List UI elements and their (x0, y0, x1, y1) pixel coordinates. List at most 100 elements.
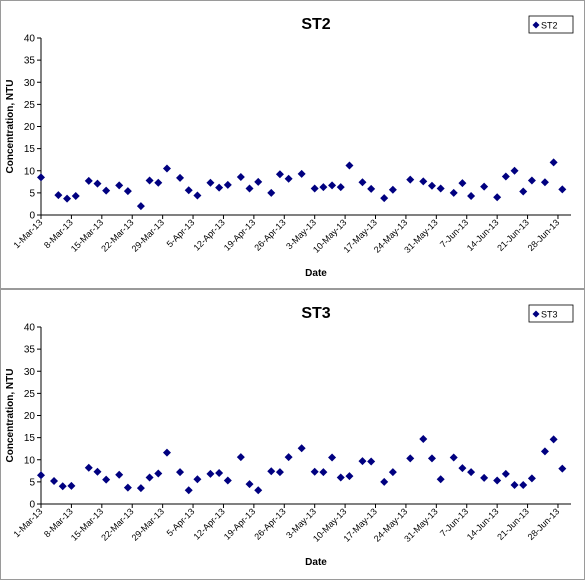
data-point (345, 161, 354, 170)
data-point (193, 475, 202, 484)
data-point (215, 183, 224, 192)
data-point (275, 170, 284, 179)
data-point (162, 448, 171, 457)
data-point (63, 194, 72, 203)
data-point (527, 176, 536, 185)
data-point (176, 468, 185, 477)
data-point (154, 178, 163, 187)
data-point (436, 475, 445, 484)
x-tick-label: 1-Mar-13 (12, 217, 45, 250)
data-point (310, 467, 319, 476)
data-point (540, 178, 549, 187)
data-point (427, 181, 436, 190)
data-point (436, 184, 445, 193)
data-point (184, 186, 193, 195)
legend: ST2 (528, 15, 574, 34)
legend-label: ST2 (541, 21, 558, 31)
data-point (115, 181, 124, 190)
x-tick-label: 14-Jun-13 (465, 506, 501, 542)
data-point (549, 435, 558, 444)
x-tick-label: 21-Jun-13 (495, 506, 531, 542)
data-point (245, 184, 254, 193)
data-point (193, 191, 202, 200)
data-point (267, 188, 276, 197)
x-tick-label: 29-Mar-13 (130, 506, 166, 542)
data-point (427, 454, 436, 463)
data-point (223, 180, 232, 189)
data-point (540, 447, 549, 456)
legend-box (528, 304, 574, 323)
legend-box (528, 15, 574, 34)
data-point (310, 184, 319, 193)
data-point (527, 474, 536, 483)
x-tick-label: 1-Mar-13 (12, 506, 45, 539)
x-tick-label: 12-Apr-13 (191, 217, 226, 252)
data-point (215, 469, 224, 478)
data-point (267, 467, 276, 476)
data-point (501, 172, 510, 181)
data-point (406, 175, 415, 184)
data-point (549, 158, 558, 167)
data-point (458, 179, 467, 188)
data-point (145, 176, 154, 185)
x-tick-label: 28-Jun-13 (526, 217, 562, 253)
x-tick-label: 19-Apr-13 (222, 506, 257, 541)
y-tick-label: 30 (24, 78, 36, 89)
data-point (449, 453, 458, 462)
data-point (519, 187, 528, 196)
data-point (102, 186, 111, 195)
x-tick-label: 12-Apr-13 (191, 506, 226, 541)
data-point (184, 486, 193, 495)
data-point (328, 181, 337, 190)
data-point (458, 464, 467, 473)
chart-panel-st3: ST3 ST3 0 5 10 15 20 25 30 35 40 1-Mar-13 8-Mar-13 15… (0, 289, 585, 580)
data-point (493, 193, 502, 202)
data-point (236, 453, 245, 462)
data-point (345, 472, 354, 481)
data-point (367, 457, 376, 466)
data-point (449, 188, 458, 197)
data-point (284, 174, 293, 183)
data-point (336, 183, 345, 192)
chart-title: ST3 (301, 305, 330, 322)
y-axis-label: Concentration, NTU (5, 80, 16, 174)
data-point (380, 194, 389, 203)
y-tick-label: 15 (24, 144, 36, 155)
chart-panel-st2: ST2 ST2 0 5 10 15 20 25 30 35 40 1-Mar-13 8-Mar-13 15… (0, 0, 585, 289)
x-axis-label: Date (305, 557, 327, 568)
data-point (319, 468, 328, 477)
data-point (154, 469, 163, 478)
data-point (123, 483, 132, 492)
data-point (519, 480, 528, 489)
data-point (37, 471, 45, 480)
data-point (37, 173, 45, 182)
chart-st3: ST3 ST305101520253035401-Mar-138-Mar-1315… (5, 304, 574, 568)
y-tick-label: 10 (24, 455, 36, 466)
data-point (406, 454, 415, 463)
y-tick-label: 35 (24, 345, 36, 356)
data-point (380, 477, 389, 486)
legend-marker-icon (532, 21, 540, 29)
data-point (297, 444, 306, 453)
data-point (510, 166, 519, 175)
data-point (176, 173, 185, 182)
data-point (93, 467, 102, 476)
y-tick-label: 0 (29, 500, 35, 511)
x-tick-label: 26-Apr-13 (252, 506, 287, 541)
legend-marker-icon (532, 310, 540, 318)
legend-label: ST3 (541, 310, 558, 320)
chart-st2: ST2 ST205101520253035401-Mar-138-Mar-1315… (5, 15, 574, 279)
data-point (67, 481, 76, 490)
y-tick-label: 5 (29, 477, 35, 488)
data-point (245, 480, 254, 489)
data-point (358, 178, 367, 187)
x-tick-label: 19-Apr-13 (222, 217, 257, 252)
data-point (336, 473, 345, 482)
y-tick-label: 40 (24, 34, 36, 45)
data-point (358, 457, 367, 466)
data-point (419, 434, 428, 443)
data-point (254, 486, 263, 495)
data-point (84, 463, 93, 472)
data-point (145, 473, 154, 482)
